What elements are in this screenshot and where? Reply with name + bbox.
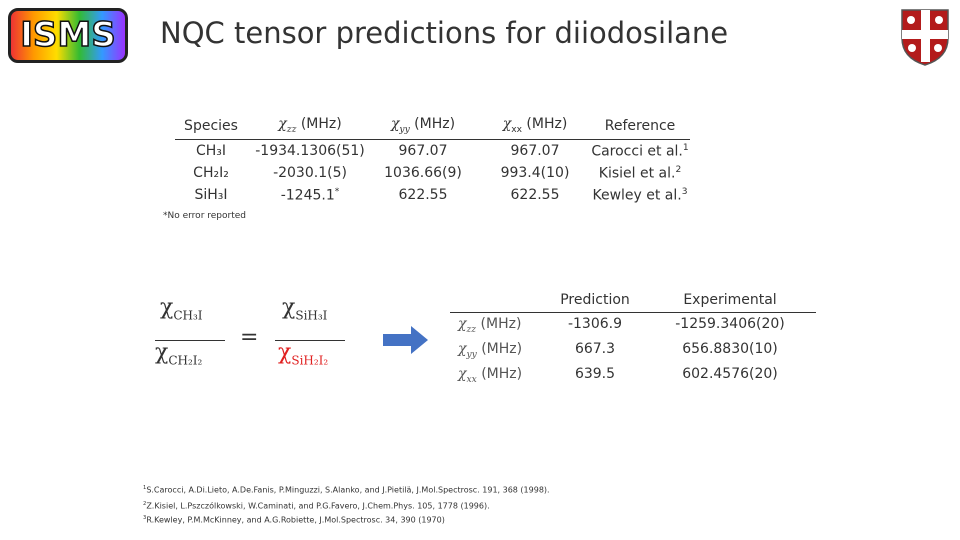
row-label: χxx (MHz): [458, 366, 522, 385]
reference-entry: 3R.Kewley, P.M.McKinney, and A.G.Robiett…: [143, 515, 445, 525]
ref-text: Z.Kisiel, L.Pszczólkowski, W.Caminati, a…: [146, 501, 490, 511]
ref-name: Kisiel et al.: [598, 165, 676, 182]
header: Prediction: [560, 292, 630, 308]
shield: [901, 9, 949, 66]
equation: χCH₃I χCH₂I₂ = χSiH₃I χSiH₂I₂: [150, 295, 350, 372]
equals: =: [240, 325, 259, 350]
row-label: χzz (MHz): [458, 316, 521, 335]
header: χyy (MHz): [391, 116, 455, 135]
unit: (MHz): [300, 116, 342, 132]
row-label: χyy (MHz): [458, 341, 522, 360]
subscript: zz: [466, 324, 477, 335]
experimental: 602.4576(20): [682, 366, 778, 382]
species: CH₂I₂: [193, 165, 229, 181]
chi-zz: -2030.1(5): [273, 165, 347, 181]
reference: Kewley et al.3: [592, 187, 687, 204]
rule: [175, 139, 690, 140]
header: Species: [184, 118, 238, 134]
ref-number: 1: [682, 143, 689, 153]
chi: χCH₂I₂: [155, 340, 202, 367]
logo-text: ISMS: [20, 14, 117, 56]
header: χzz (MHz): [278, 116, 341, 135]
chi: χSiH₃I: [282, 295, 327, 322]
reference: Kisiel et al.2: [599, 165, 681, 182]
symbol: χ: [502, 116, 512, 132]
header: Experimental: [683, 292, 777, 308]
subscript: xx: [511, 124, 522, 135]
symbol: χ: [458, 316, 467, 332]
reference-entry: 2Z.Kisiel, L.Pszczólkowski, W.Caminati, …: [143, 501, 490, 511]
ref-number: 2: [143, 501, 147, 507]
experimental: -1259.3406(20): [675, 316, 785, 332]
ref-text: R.Kewley, P.M.McKinney, and A.G.Robiette…: [146, 515, 445, 525]
ref-number: 2: [675, 165, 682, 175]
chi-zz: -1934.1306(51): [255, 143, 365, 159]
symbol: χ: [278, 116, 287, 132]
chi: χCH₃I: [160, 295, 203, 322]
chi-zz: -1245.1*: [281, 187, 340, 204]
note-mark: *: [334, 187, 340, 197]
subscript: CH₂I₂: [168, 353, 203, 368]
chi-yy: 1036.66(9): [384, 165, 462, 181]
subscript: xx: [466, 374, 477, 385]
prediction: 639.5: [574, 366, 616, 382]
chi-xx: 993.4(10): [500, 165, 570, 181]
rule: [450, 312, 816, 313]
subscript: CH₃I: [173, 308, 203, 323]
ref-name: Kewley et al.: [592, 187, 682, 204]
unit: (MHz): [480, 316, 522, 332]
symbol: χ: [278, 340, 292, 365]
chi-xx: 967.07: [510, 143, 560, 159]
prediction: 667.3: [574, 341, 616, 357]
subscript: SiH₂I₂: [291, 353, 329, 368]
value: -1934.1306(51): [255, 143, 365, 159]
unit: (MHz): [526, 116, 568, 132]
unit: (MHz): [481, 366, 523, 382]
symbol: χ: [390, 116, 400, 132]
ref-name: Carocci et al.: [591, 143, 683, 160]
logo: ISMS: [8, 8, 128, 63]
species: SiH₃I: [194, 187, 228, 203]
arrow: [383, 326, 428, 354]
species: CH₃I: [195, 143, 227, 159]
subscript: SiH₃I: [295, 308, 328, 323]
ref-text: S.Carocci, A.Di.Lieto, A.De.Fanis, P.Min…: [146, 485, 550, 495]
subscript: yy: [399, 124, 410, 135]
chi: χSiH₂I₂: [278, 340, 328, 367]
symbol: χ: [458, 366, 467, 382]
ref-number: 3: [681, 187, 688, 197]
header: χxx (MHz): [503, 116, 568, 135]
ref-number: 3: [143, 515, 147, 521]
unit: (MHz): [414, 116, 456, 132]
footnote: *No error reported: [163, 211, 246, 221]
reference-entry: 1S.Carocci, A.Di.Lieto, A.De.Fanis, P.Mi…: [143, 485, 550, 495]
symbol: χ: [155, 340, 169, 365]
symbol: χ: [282, 295, 296, 320]
title: NQC tensor predictions for diiodosilane: [160, 16, 729, 50]
subscript: zz: [286, 124, 297, 135]
chi-yy: 622.55: [398, 187, 448, 203]
chi-xx: 622.55: [510, 187, 560, 203]
symbol: χ: [160, 295, 174, 320]
value: -2030.1(5): [273, 165, 347, 181]
header: Reference: [604, 118, 676, 134]
reference: Carocci et al.1: [591, 143, 688, 160]
chi-yy: 967.07: [398, 143, 448, 159]
prediction: -1306.9: [567, 316, 623, 332]
ref-number: 1: [143, 485, 147, 491]
unit: (MHz): [481, 341, 523, 357]
symbol: χ: [458, 341, 467, 357]
experimental: 656.8830(10): [682, 341, 778, 357]
value: -1245.1: [280, 187, 335, 204]
subscript: yy: [466, 349, 477, 360]
fraction-bar: [155, 340, 225, 341]
fraction-bar: [275, 340, 345, 341]
